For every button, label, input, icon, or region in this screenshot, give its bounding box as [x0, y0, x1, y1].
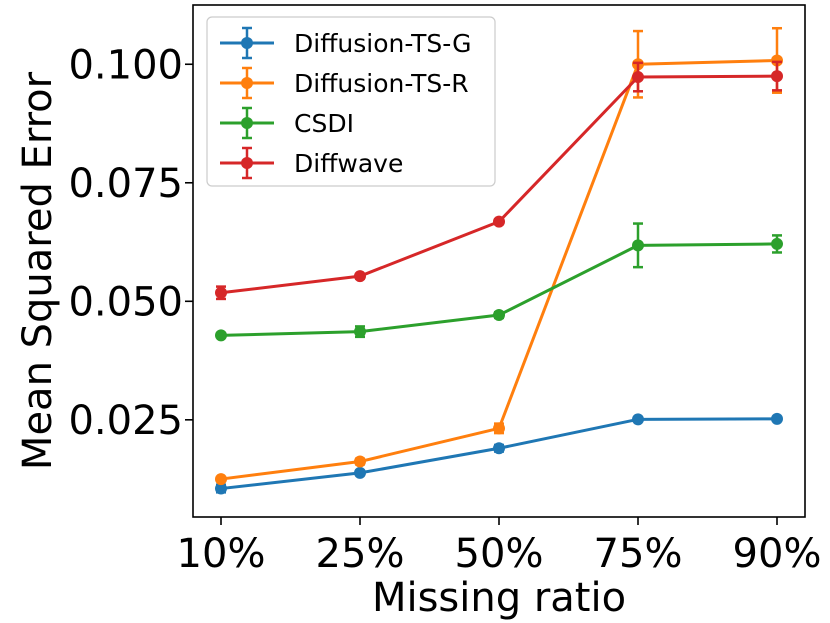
y-tick-label: 0.050 [68, 279, 183, 325]
data-point [771, 54, 783, 67]
y-tick-label: 0.075 [68, 161, 183, 207]
y-tick-label: 0.025 [68, 398, 183, 444]
data-point [354, 270, 366, 283]
data-point [632, 239, 644, 252]
legend-marker [241, 37, 253, 49]
data-point [771, 412, 783, 425]
legend-marker [241, 157, 253, 169]
x-tick-label: 75% [594, 531, 683, 577]
data-point [354, 325, 366, 338]
data-point [493, 215, 505, 228]
x-axis-label: Missing ratio [372, 575, 626, 621]
data-point [215, 482, 227, 495]
series-csdi [215, 222, 783, 342]
legend-label: Diffusion-TS-G [294, 29, 472, 58]
y-axis: 0.025 0.050 0.075 0.100 [68, 42, 193, 444]
data-point [493, 309, 505, 322]
legend-label: CSDI [294, 109, 354, 138]
data-point [493, 442, 505, 455]
plot-area [215, 26, 783, 495]
data-point [632, 71, 644, 84]
legend-item: CSDI [220, 106, 354, 140]
data-point [215, 286, 227, 299]
series-diffwave [215, 60, 783, 301]
x-tick-label: 50% [455, 531, 544, 577]
data-point [215, 329, 227, 342]
data-point [354, 455, 366, 468]
x-tick-label: 25% [316, 531, 405, 577]
legend: Diffusion-TS-G Diffusion-TS-R CSDI Diffwave [206, 16, 496, 187]
legend-marker [241, 77, 253, 89]
series-line [220, 242, 778, 337]
data-point [771, 70, 783, 83]
data-point [215, 473, 227, 486]
y-tick-label: 0.100 [68, 42, 183, 88]
legend-label: Diffwave [294, 149, 403, 178]
legend-label: Diffusion-TS-R [294, 69, 469, 98]
y-axis-label: Mean Squared Error [15, 71, 61, 470]
x-axis: 10% 25% 50% 75% 90% [177, 517, 822, 577]
data-point [771, 237, 783, 250]
legend-item: Diffwave [220, 146, 403, 180]
series-diffusion-ts-g [215, 412, 783, 495]
legend-frame [206, 16, 496, 187]
x-tick-label: 10% [177, 531, 266, 577]
legend-item: Diffusion-TS-R [220, 66, 469, 100]
data-point [354, 466, 366, 479]
data-point [632, 413, 644, 426]
legend-marker [241, 117, 253, 129]
legend-item: Diffusion-TS-G [220, 26, 472, 60]
data-point [493, 422, 505, 435]
x-tick-label: 90% [733, 531, 822, 577]
